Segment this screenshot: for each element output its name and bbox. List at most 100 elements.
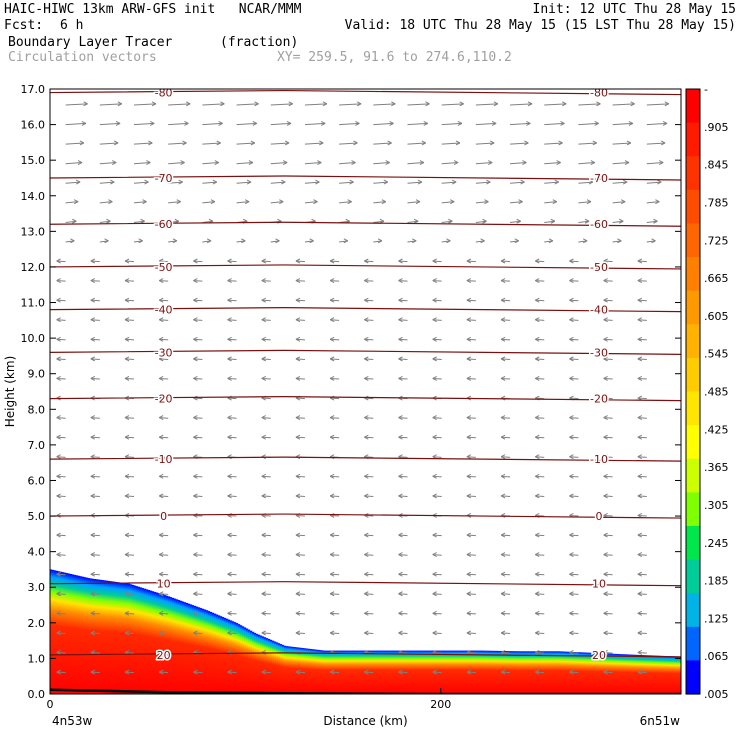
tracer-column (168, 596, 171, 694)
tracer-column (68, 573, 71, 694)
circulation-vector (475, 220, 487, 223)
tracer-column (228, 619, 231, 694)
vector-arrowhead (398, 317, 403, 323)
vector-arrowhead (56, 297, 61, 303)
forecast-value: 6 h (60, 18, 84, 33)
tracer-column (266, 638, 269, 694)
circulation-vector (603, 456, 613, 458)
tracer-column (462, 650, 465, 694)
y-tick-label: 8.0 (28, 403, 46, 416)
vector-arrowhead (56, 375, 61, 381)
vector-arrowhead (193, 297, 198, 303)
vector-arrowhead (398, 630, 403, 636)
vector-arrowhead (227, 532, 232, 538)
vector-arrowhead (329, 297, 335, 303)
tracer-column (352, 650, 355, 694)
tracer-column (670, 656, 673, 694)
circulation-vector (637, 593, 647, 595)
vector-arrowhead (622, 179, 628, 185)
circulation-vector (466, 671, 476, 674)
vector-arrowhead (466, 278, 472, 284)
circulation-vector (373, 181, 388, 184)
vector-arrowhead (526, 120, 531, 126)
circulation-vector (270, 162, 288, 165)
vector-arrowhead (637, 630, 643, 636)
vector-arrowhead (415, 199, 421, 205)
vector-arrowhead (535, 258, 540, 264)
vector-arrowhead (660, 140, 666, 146)
colorbar-frame (685, 88, 701, 695)
circulation-vector (373, 122, 394, 126)
circulation-vector (441, 103, 464, 106)
vector-arrowhead (351, 160, 356, 165)
vector-arrowhead (56, 317, 61, 323)
circulation-vector (330, 397, 340, 400)
circulation-vector (330, 377, 340, 380)
vector-arrowhead (569, 532, 574, 538)
vector-arrowhead (603, 317, 608, 323)
circulation-vector (466, 475, 476, 478)
circulation-vector (612, 103, 635, 106)
circulation-vector (544, 201, 557, 204)
vector-arrowhead (261, 278, 266, 284)
vector-arrowhead (261, 669, 266, 675)
plot-frame (49, 88, 682, 695)
circulation-vector (637, 573, 647, 576)
tracer-column (552, 651, 555, 694)
tracer-column (362, 650, 365, 694)
circulation-vector (407, 103, 430, 106)
circulation-vector (304, 103, 327, 106)
vector-arrowhead (282, 160, 288, 165)
circulation-vector (637, 554, 647, 556)
circulation-vector (501, 534, 511, 537)
vector-arrowhead (241, 238, 246, 244)
circulation-vector (569, 514, 579, 517)
colorbar-swatch (686, 290, 700, 325)
circulation-vector (603, 534, 613, 537)
x-left-location: 4n53w (52, 714, 93, 728)
vector-arrowhead (653, 218, 658, 224)
circulation-vector (236, 142, 255, 145)
vector-arrowhead (329, 630, 335, 636)
tracer-column (88, 578, 91, 694)
y-tick-label: 15.0 (21, 154, 46, 167)
circulation-vector (432, 593, 442, 595)
y-tick-label: 0.0 (28, 688, 46, 701)
vector-arrowhead (535, 669, 540, 675)
circulation-vector (99, 142, 119, 145)
circulation-vector (637, 436, 647, 439)
tracer-column (274, 641, 277, 694)
vector-arrowhead (535, 493, 540, 499)
vector-arrowhead (309, 238, 314, 244)
vector-arrowhead (398, 591, 403, 597)
vector-arrowhead (535, 630, 540, 636)
circulation-vector (466, 632, 476, 634)
tracer-column (450, 650, 453, 694)
circulation-vector (330, 593, 340, 595)
circulation-vector (159, 554, 169, 556)
vector-arrowhead (500, 454, 506, 460)
vector-arrowhead (227, 317, 232, 323)
tracer-column (190, 604, 193, 694)
circulation-vector (432, 475, 442, 478)
tracer-column (230, 620, 233, 694)
circulation-vector (544, 162, 561, 165)
circulation-vector (261, 397, 271, 400)
circulation-vector (569, 593, 579, 595)
circulation-vector (295, 299, 305, 302)
tracer-column (604, 653, 607, 694)
circulation-vector (295, 358, 305, 360)
vector-arrowhead (56, 258, 61, 264)
circulation-vector (364, 260, 374, 263)
vector-arrowhead (569, 336, 574, 342)
tracer-column (638, 654, 641, 694)
tracer-column (142, 588, 145, 694)
vector-arrowhead (124, 317, 130, 323)
circulation-vector (432, 534, 442, 537)
circulation-vector (202, 220, 214, 223)
circulation-vector (56, 612, 66, 615)
circulation-vector (501, 299, 511, 302)
circulation-vector (364, 397, 374, 400)
tracer-column (132, 584, 135, 694)
circulation-vector (510, 162, 527, 165)
